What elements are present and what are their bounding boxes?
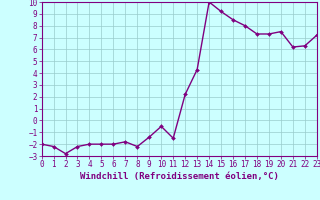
X-axis label: Windchill (Refroidissement éolien,°C): Windchill (Refroidissement éolien,°C) (80, 172, 279, 181)
